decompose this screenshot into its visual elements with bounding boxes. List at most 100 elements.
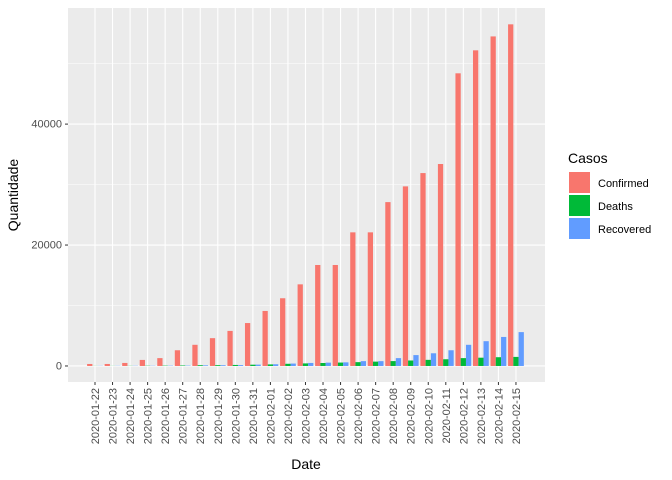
legend-label: Deaths [598,201,633,213]
bar-confirmed [350,232,356,366]
x-tick-label: 2020-01-28 [195,388,207,444]
legend-label: Confirmed [598,178,649,190]
bar-deaths [285,363,291,366]
x-tick-label: 2020-01-22 [90,388,102,444]
y-tick-label: 0 [56,360,62,372]
x-tick-label: 2020-02-15 [511,388,523,444]
x-axis-label: Date [291,456,321,472]
bar-confirmed [315,264,321,366]
bar-deaths [337,362,344,366]
bar-recovered [448,350,454,366]
bar-deaths [513,356,519,366]
x-tick-label: 2020-01-30 [230,388,242,444]
x-tick-label: 2020-02-02 [283,388,295,444]
bar-deaths [495,357,502,366]
bar-recovered [290,363,296,366]
x-tick-label: 2020-01-26 [160,388,172,444]
bar-confirmed [280,298,286,366]
bar-confirmed [209,338,216,366]
bar-deaths [232,364,238,366]
legend-key-recovered [569,218,590,239]
bar-confirmed [122,362,128,366]
bar-recovered [360,361,366,366]
bar-confirmed [192,344,198,366]
bar-confirmed [174,350,181,366]
bar-confirmed [508,24,514,366]
y-tick-label: 20000 [31,240,62,252]
bar-deaths [460,358,466,366]
bar-recovered [237,365,244,366]
bar-deaths [390,361,396,366]
bar-confirmed [227,330,233,366]
bar-recovered [518,332,524,366]
x-tick-label: 2020-02-04 [318,388,330,444]
bar-recovered [465,344,472,366]
y-axis-label: Quantidade [5,159,21,232]
bar-confirmed [262,310,268,366]
bar-confirmed [157,358,163,366]
bar-deaths [355,362,361,366]
bar-recovered [308,362,314,366]
x-tick-label: 2020-01-29 [213,388,225,444]
x-tick-label: 2020-02-03 [300,388,312,444]
bar-confirmed [297,284,303,366]
legend: Casos Confirmed Deaths Recovered [568,150,651,239]
bar-confirmed [87,363,93,366]
bar-deaths [443,359,449,366]
x-tick-label: 2020-01-25 [143,388,155,444]
legend-key-deaths [569,195,590,216]
bar-confirmed [490,36,496,366]
bar-recovered [255,364,261,366]
bar-recovered [378,361,384,366]
x-tick-label: 2020-02-07 [371,388,383,444]
bar-deaths [373,361,379,366]
bar-recovered [202,365,209,366]
x-tick-label: 2020-02-05 [336,388,348,444]
x-tick-label: 2020-02-06 [353,388,365,444]
bar-deaths [478,357,484,366]
bar-deaths [250,364,256,366]
x-tick-label: 2020-02-13 [476,388,488,444]
bar-recovered [343,362,349,366]
bar-recovered [413,355,419,366]
bar-confirmed [332,264,338,366]
bar-deaths [267,364,274,366]
bar-confirmed [139,359,145,366]
bar-confirmed [367,232,374,366]
x-tick-label: 2020-01-24 [125,388,137,444]
x-tick-label: 2020-02-01 [265,388,277,444]
legend-title: Casos [568,150,608,166]
bar-deaths [320,363,326,366]
bar-recovered [273,364,279,366]
legend-key-confirmed [569,172,590,193]
bar-confirmed [402,186,409,366]
bar-confirmed [385,202,391,366]
x-tick-label: 2020-01-31 [248,388,260,444]
x-tick-label: 2020-02-09 [406,388,418,444]
bar-confirmed [437,164,444,366]
bar-deaths [215,365,221,366]
bar-deaths [302,363,309,366]
bar-confirmed [244,323,251,366]
bar-recovered [395,358,402,366]
x-tick-label: 2020-02-10 [423,388,435,444]
bar-recovered [430,353,437,366]
bar-deaths [197,365,203,366]
x-tick-label: 2020-02-14 [493,388,505,444]
y-tick-label: 40000 [31,119,62,131]
bar-confirmed [104,363,110,366]
x-tick-label: 2020-01-23 [108,388,120,444]
bar-recovered [501,336,507,366]
bar-confirmed [472,50,479,366]
x-tick-label: 2020-02-12 [458,388,470,444]
x-tick-label: 2020-02-11 [441,388,453,443]
bar-confirmed [420,173,426,366]
bar-recovered [483,341,489,366]
x-tick-label: 2020-01-27 [178,388,190,444]
bar-deaths [408,360,414,366]
bar-recovered [220,365,226,366]
bar-confirmed [455,73,461,366]
x-tick-label: 2020-02-08 [388,388,400,444]
legend-label: Recovered [598,224,651,236]
